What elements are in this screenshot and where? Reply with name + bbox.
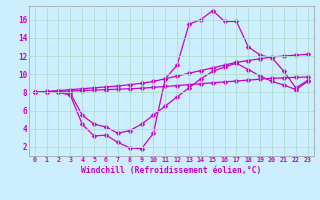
X-axis label: Windchill (Refroidissement éolien,°C): Windchill (Refroidissement éolien,°C) [81,166,261,175]
